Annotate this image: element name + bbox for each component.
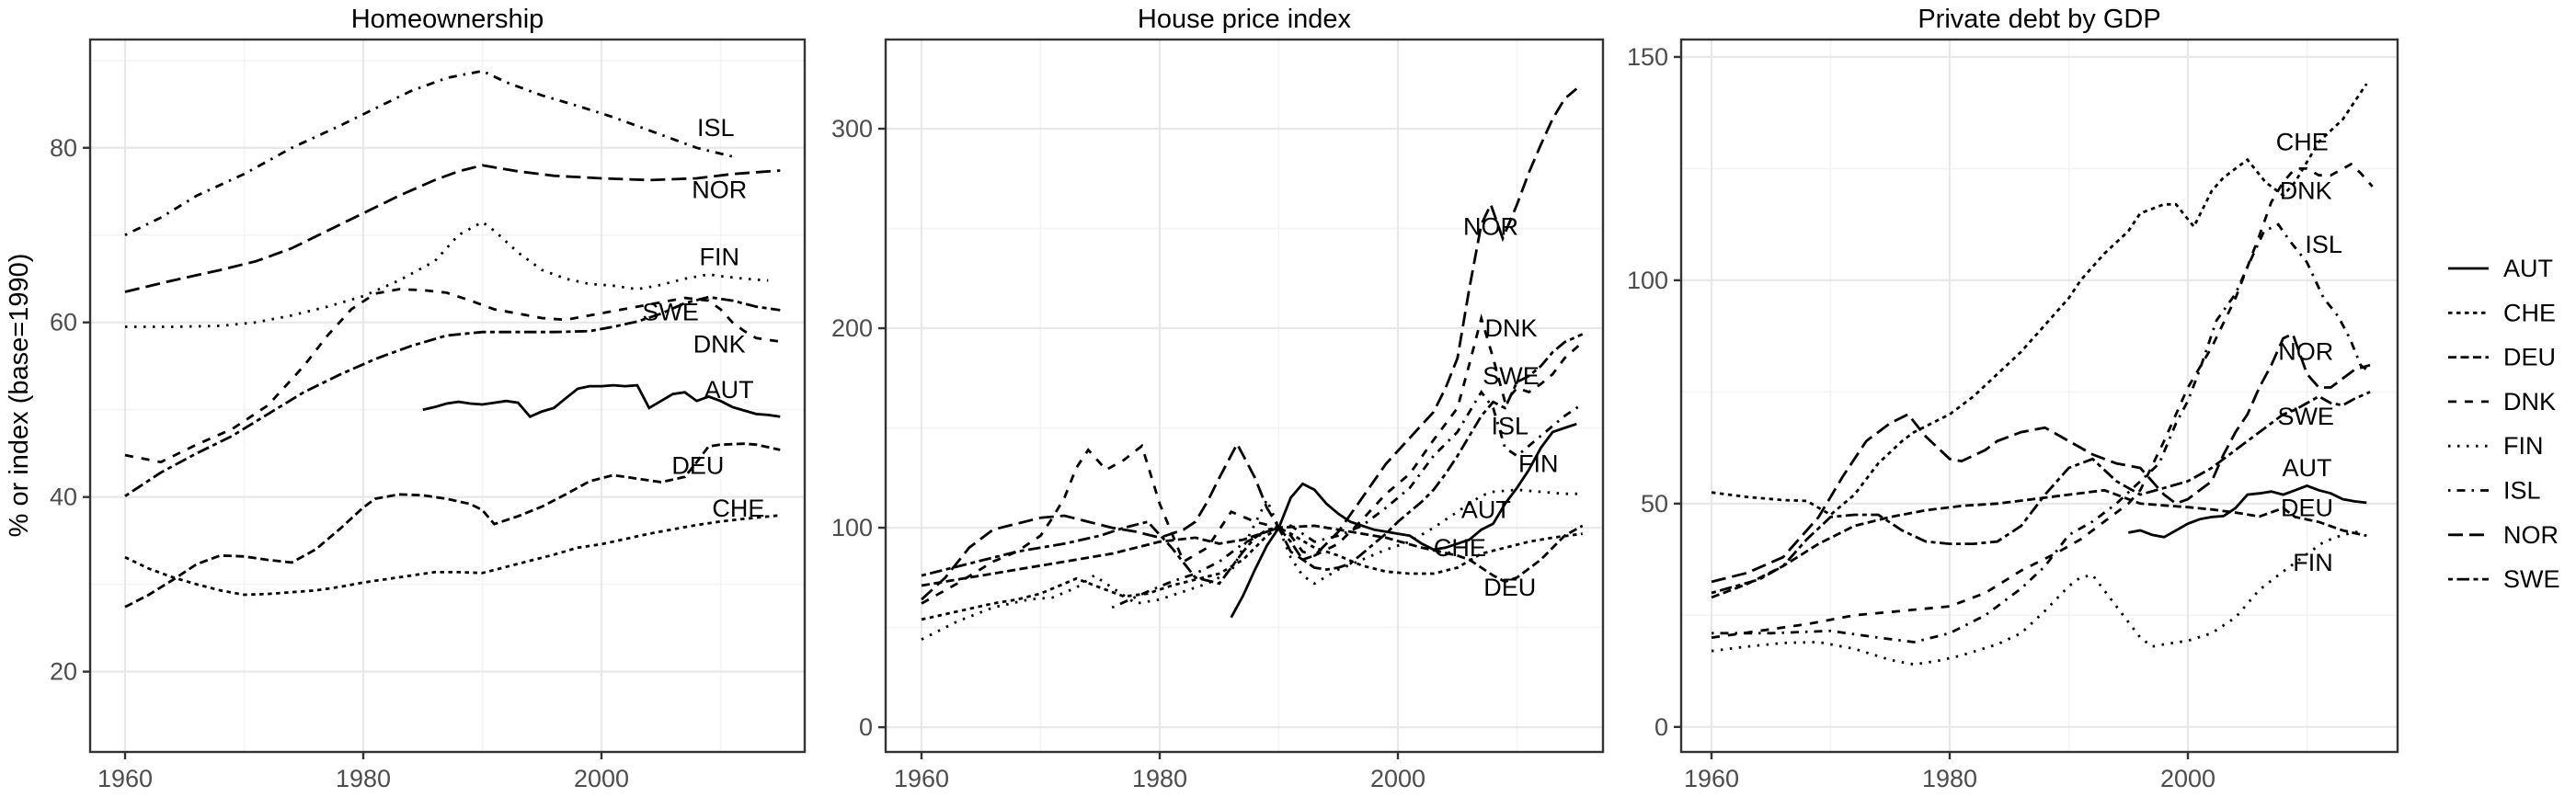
panel-title: Homeownership (351, 5, 544, 34)
series-label-AUT: AUT (1461, 496, 1511, 524)
legend-label-AUT: AUT (2503, 255, 2553, 282)
x-tick-label: 2000 (574, 765, 629, 792)
series-line-CHE (124, 514, 781, 597)
legend-label-ISL: ISL (2503, 477, 2541, 505)
legend-label-SWE: SWE (2503, 565, 2560, 593)
series-label-DEU: DEU (671, 451, 724, 479)
series-label-NOR: NOR (2278, 338, 2333, 366)
series-label-SWE: SWE (1483, 362, 1540, 390)
x-tick-label: 1980 (336, 765, 391, 792)
series-label-DNK: DNK (693, 330, 746, 358)
series-line-NOR (1711, 332, 2371, 584)
series-line-FIN (1711, 529, 2364, 666)
series-line-DNK (1711, 162, 2374, 639)
legend: AUT CHE DEU DNK FIN ISL NOR SWE (2448, 255, 2560, 593)
series-line-DEU (1711, 488, 2367, 599)
series-label-DNK: DNK (2280, 177, 2332, 205)
series-line-ISL (1712, 222, 2368, 643)
series-label-ISL: ISL (1491, 412, 1528, 439)
x-tick-label: 1960 (97, 765, 153, 792)
series-label-DNK: DNK (1485, 314, 1538, 342)
x-tick-label: 1980 (1922, 765, 1977, 792)
panel-private-debt-by-gdp: AUT CHE DEU DNK FIN ISL NOR SWE 0 50 100 150 1960 198… (1627, 5, 2399, 792)
x-tick-label: 1980 (1132, 765, 1187, 792)
legend-label-CHE: CHE (2503, 299, 2556, 326)
series-layer (921, 87, 1584, 641)
series-label-ISL: ISL (697, 114, 735, 142)
y-tick-label: 200 (831, 314, 873, 342)
series-line-NOR (124, 164, 781, 293)
series-label-ISL: ISL (2305, 231, 2342, 258)
x-tick-label: 2000 (1370, 765, 1425, 792)
series-line-DNK (124, 288, 781, 464)
panel-border (88, 38, 807, 754)
panel-title: House price index (1138, 5, 1352, 34)
series-label-SWE: SWE (642, 298, 699, 325)
series-label-FIN: FIN (1518, 450, 1559, 478)
series-label-DEU: DEU (1483, 574, 1536, 601)
panel-background (1681, 40, 2398, 752)
legend-label-FIN: FIN (2503, 432, 2544, 460)
y-tick-label: 0 (859, 713, 873, 741)
x-tick-label: 2000 (2160, 765, 2215, 792)
series-label-CHE: CHE (712, 495, 764, 522)
series-line-DEU (921, 524, 1584, 587)
series-layer (1711, 83, 2374, 666)
series-line-DNK (921, 313, 1584, 605)
x-tick-label: 1960 (894, 765, 949, 792)
panel-border (884, 38, 1605, 754)
y-tick-label: 100 (831, 514, 873, 541)
y-tick-label: 0 (1654, 713, 1668, 741)
series-label-CHE: CHE (1434, 534, 1486, 562)
y-tick-label: 40 (50, 484, 77, 511)
y-tick-label: 60 (50, 309, 77, 336)
series-label-FIN: FIN (699, 243, 739, 270)
series-line-NOR (921, 87, 1578, 601)
y-tick-label: 100 (1627, 267, 1668, 294)
y-tick-label: 150 (1627, 43, 1668, 71)
x-tick-label: 1960 (1684, 765, 1739, 792)
series-label-AUT: AUT (2283, 454, 2332, 482)
series-label-SWE: SWE (2277, 403, 2334, 430)
series-label-NOR: NOR (1463, 212, 1518, 240)
panel-house-price-index: AUT CHE DEU DNK FIN ISL NOR SWE 0 100 200 300 1960 19… (831, 5, 1605, 792)
panel-border (1679, 38, 2399, 754)
legend-label-NOR: NOR (2503, 521, 2559, 549)
series-line-SWE (1711, 391, 2371, 595)
legend-label-DNK: DNK (2503, 388, 2556, 416)
series-label-FIN: FIN (2293, 549, 2333, 576)
series-line-FIN (125, 220, 769, 328)
series-line-AUT (422, 383, 781, 418)
panel-title: Private debt by GDP (1918, 5, 2160, 34)
series-line-ISL (124, 69, 733, 236)
y-tick-label: 300 (831, 115, 873, 142)
panel-background (90, 40, 805, 752)
series-line-SWE (921, 333, 1584, 586)
y-tick-label: 50 (1641, 490, 1668, 518)
series-label-CHE: CHE (2276, 128, 2329, 155)
panel-homeownership: AUT CHE DEU DNK FIN ISL NOR SWE 20 40 60 80 1960 1980… (50, 5, 807, 792)
panel-background (886, 40, 1603, 752)
series-line-DEU (124, 442, 781, 609)
series-line-AUT (1230, 422, 1577, 619)
series-line-SWE (124, 295, 781, 497)
legend-label-DEU: DEU (2503, 344, 2556, 371)
y-tick-label: 20 (50, 658, 77, 686)
series-label-NOR: NOR (692, 176, 747, 203)
y-axis-title: % or index (base=1990) (5, 254, 34, 538)
series-label-AUT: AUT (704, 376, 754, 404)
series-label-DEU: DEU (2281, 495, 2333, 522)
y-tick-label: 80 (50, 134, 77, 162)
series-line-AUT (2128, 484, 2367, 539)
series-layer (124, 69, 781, 609)
